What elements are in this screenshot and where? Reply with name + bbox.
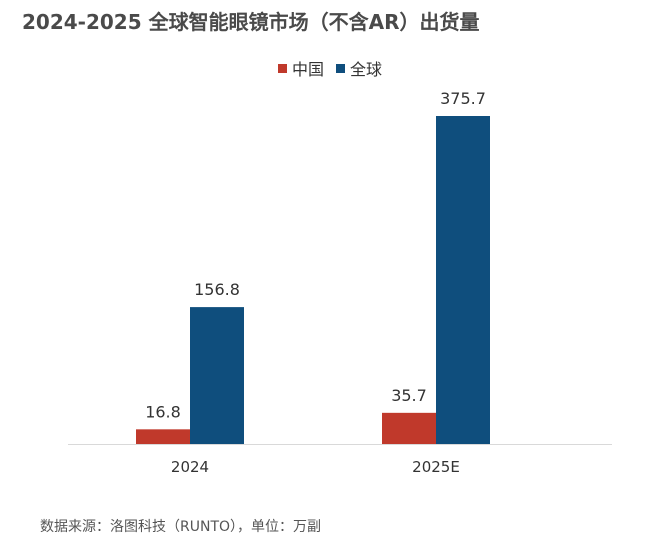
bar-china-2025e: [382, 412, 436, 444]
legend-label-global: 全球: [350, 60, 383, 79]
legend-item-china: 中国: [277, 56, 324, 80]
data-label-global-2024: 156.8: [194, 280, 240, 299]
bar-global-2025e: [436, 116, 490, 444]
legend-swatch-global: [336, 63, 345, 73]
legend-label-china: 中国: [291, 60, 324, 79]
legend-swatch-china: [277, 63, 287, 73]
chart-legend: 中国 全球: [0, 56, 660, 80]
data-label-global-2025e: 375.7: [440, 89, 486, 108]
chart-title: 2024-2025 全球智能眼镜市场（不含AR）出货量: [22, 10, 480, 34]
x-tick-label-2024: 2024: [171, 458, 209, 476]
bar-global-2024: [190, 307, 244, 444]
source-note: 数据来源：洛图科技（RUNTO），单位：万副: [40, 519, 322, 535]
legend-item-global: 全球: [336, 56, 382, 80]
bar-china-2024: [136, 429, 190, 444]
data-label-china-2024: 16.8: [145, 402, 181, 421]
x-tick-label-2025e: 2025E: [412, 458, 460, 476]
data-label-china-2025e: 35.7: [391, 386, 427, 405]
